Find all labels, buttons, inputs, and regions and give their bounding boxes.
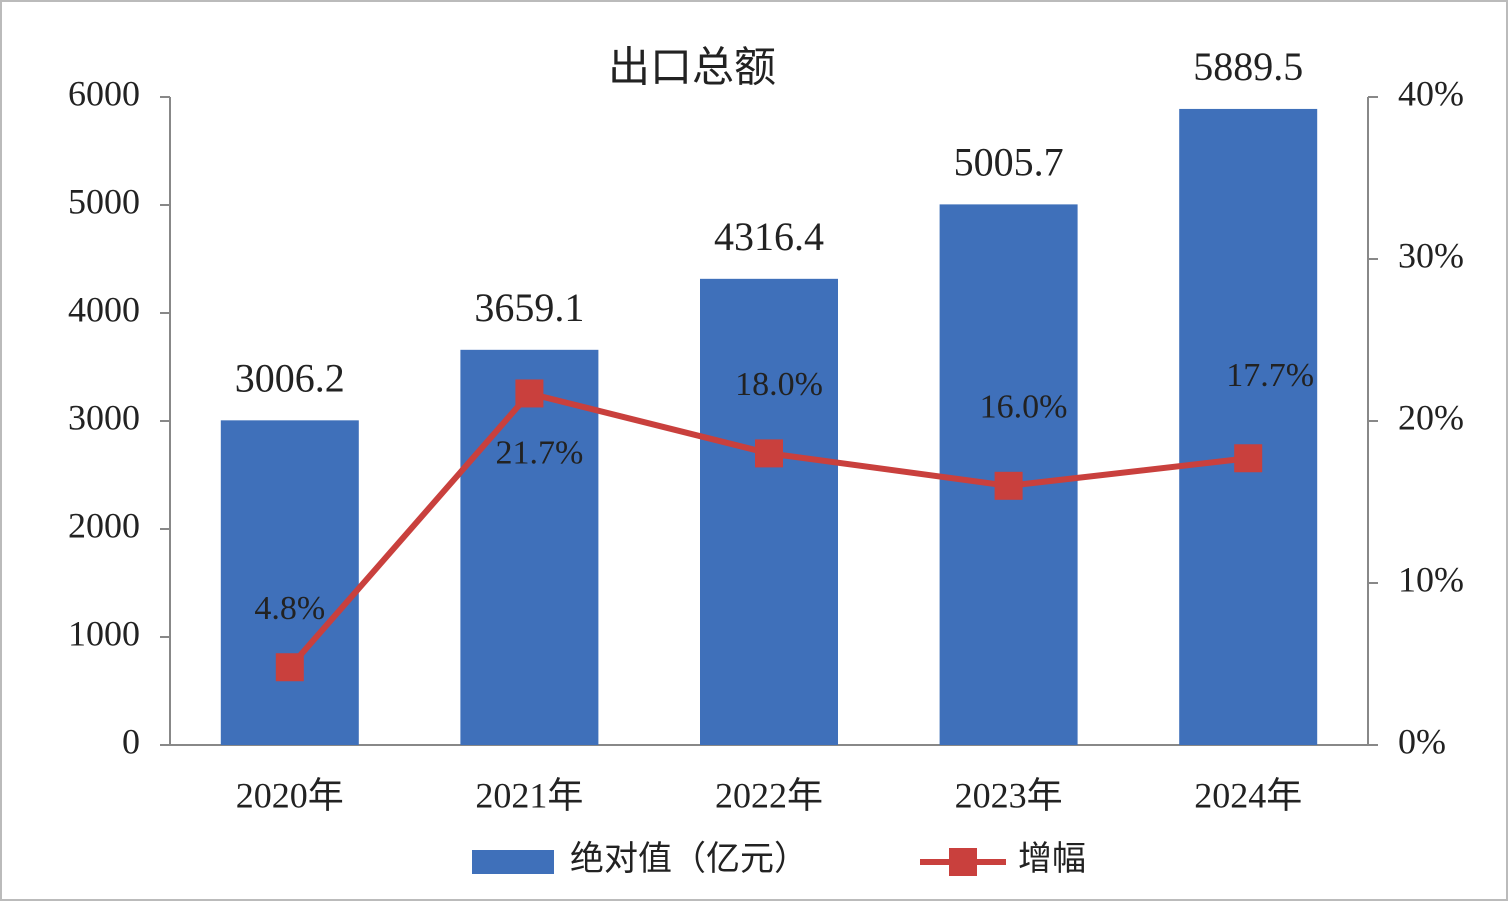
legend-label: 增幅 [1018,840,1086,878]
x-tick-label: 2022年 [715,775,823,815]
bar [1179,108,1318,745]
x-tick-label: 2020年 [236,775,344,815]
y-tick-label: 4000 [68,289,140,329]
y-tick-label: 5000 [68,181,140,221]
x-tick-label: 2021年 [475,775,583,815]
y2-tick-label: 20% [1398,397,1464,437]
bar-value-label: 5005.7 [954,140,1064,185]
y-tick-label: 3000 [68,397,140,437]
line-value-label: 16.0% [980,389,1068,426]
line-marker [994,471,1023,500]
bar-value-label: 5889.5 [1193,44,1303,89]
bar [460,349,599,745]
bar-value-label: 3006.2 [235,356,345,401]
bar [220,420,359,745]
legend-label: 绝对值（亿元） [570,840,808,878]
line-value-label: 17.7% [1226,357,1314,394]
bar-value-label: 4316.4 [714,214,824,259]
x-tick-label: 2023年 [955,775,1063,815]
bar [700,278,838,745]
line-marker [755,439,783,468]
line-marker [275,653,304,682]
chart-title: 出口总额 [608,46,776,92]
legend-swatch [472,850,554,874]
line-value-label: 18.0% [735,366,823,403]
y2-tick-label: 40% [1398,73,1464,113]
y2-tick-label: 10% [1398,559,1464,599]
y-tick-label: 2000 [68,505,140,545]
y-tick-label: 1000 [68,613,140,653]
y2-tick-label: 30% [1398,235,1464,275]
line-marker [1234,444,1263,473]
line-marker [515,379,544,408]
bar-value-label: 3659.1 [474,285,584,330]
legend-marker [949,848,977,876]
y2-tick-label: 0% [1398,721,1446,761]
y-tick-label: 6000 [68,73,140,113]
line-value-label: 21.7% [495,434,583,471]
y-tick-label: 0 [122,721,140,761]
x-tick-label: 2024年 [1194,775,1302,815]
line-value-label: 4.8% [254,590,325,627]
